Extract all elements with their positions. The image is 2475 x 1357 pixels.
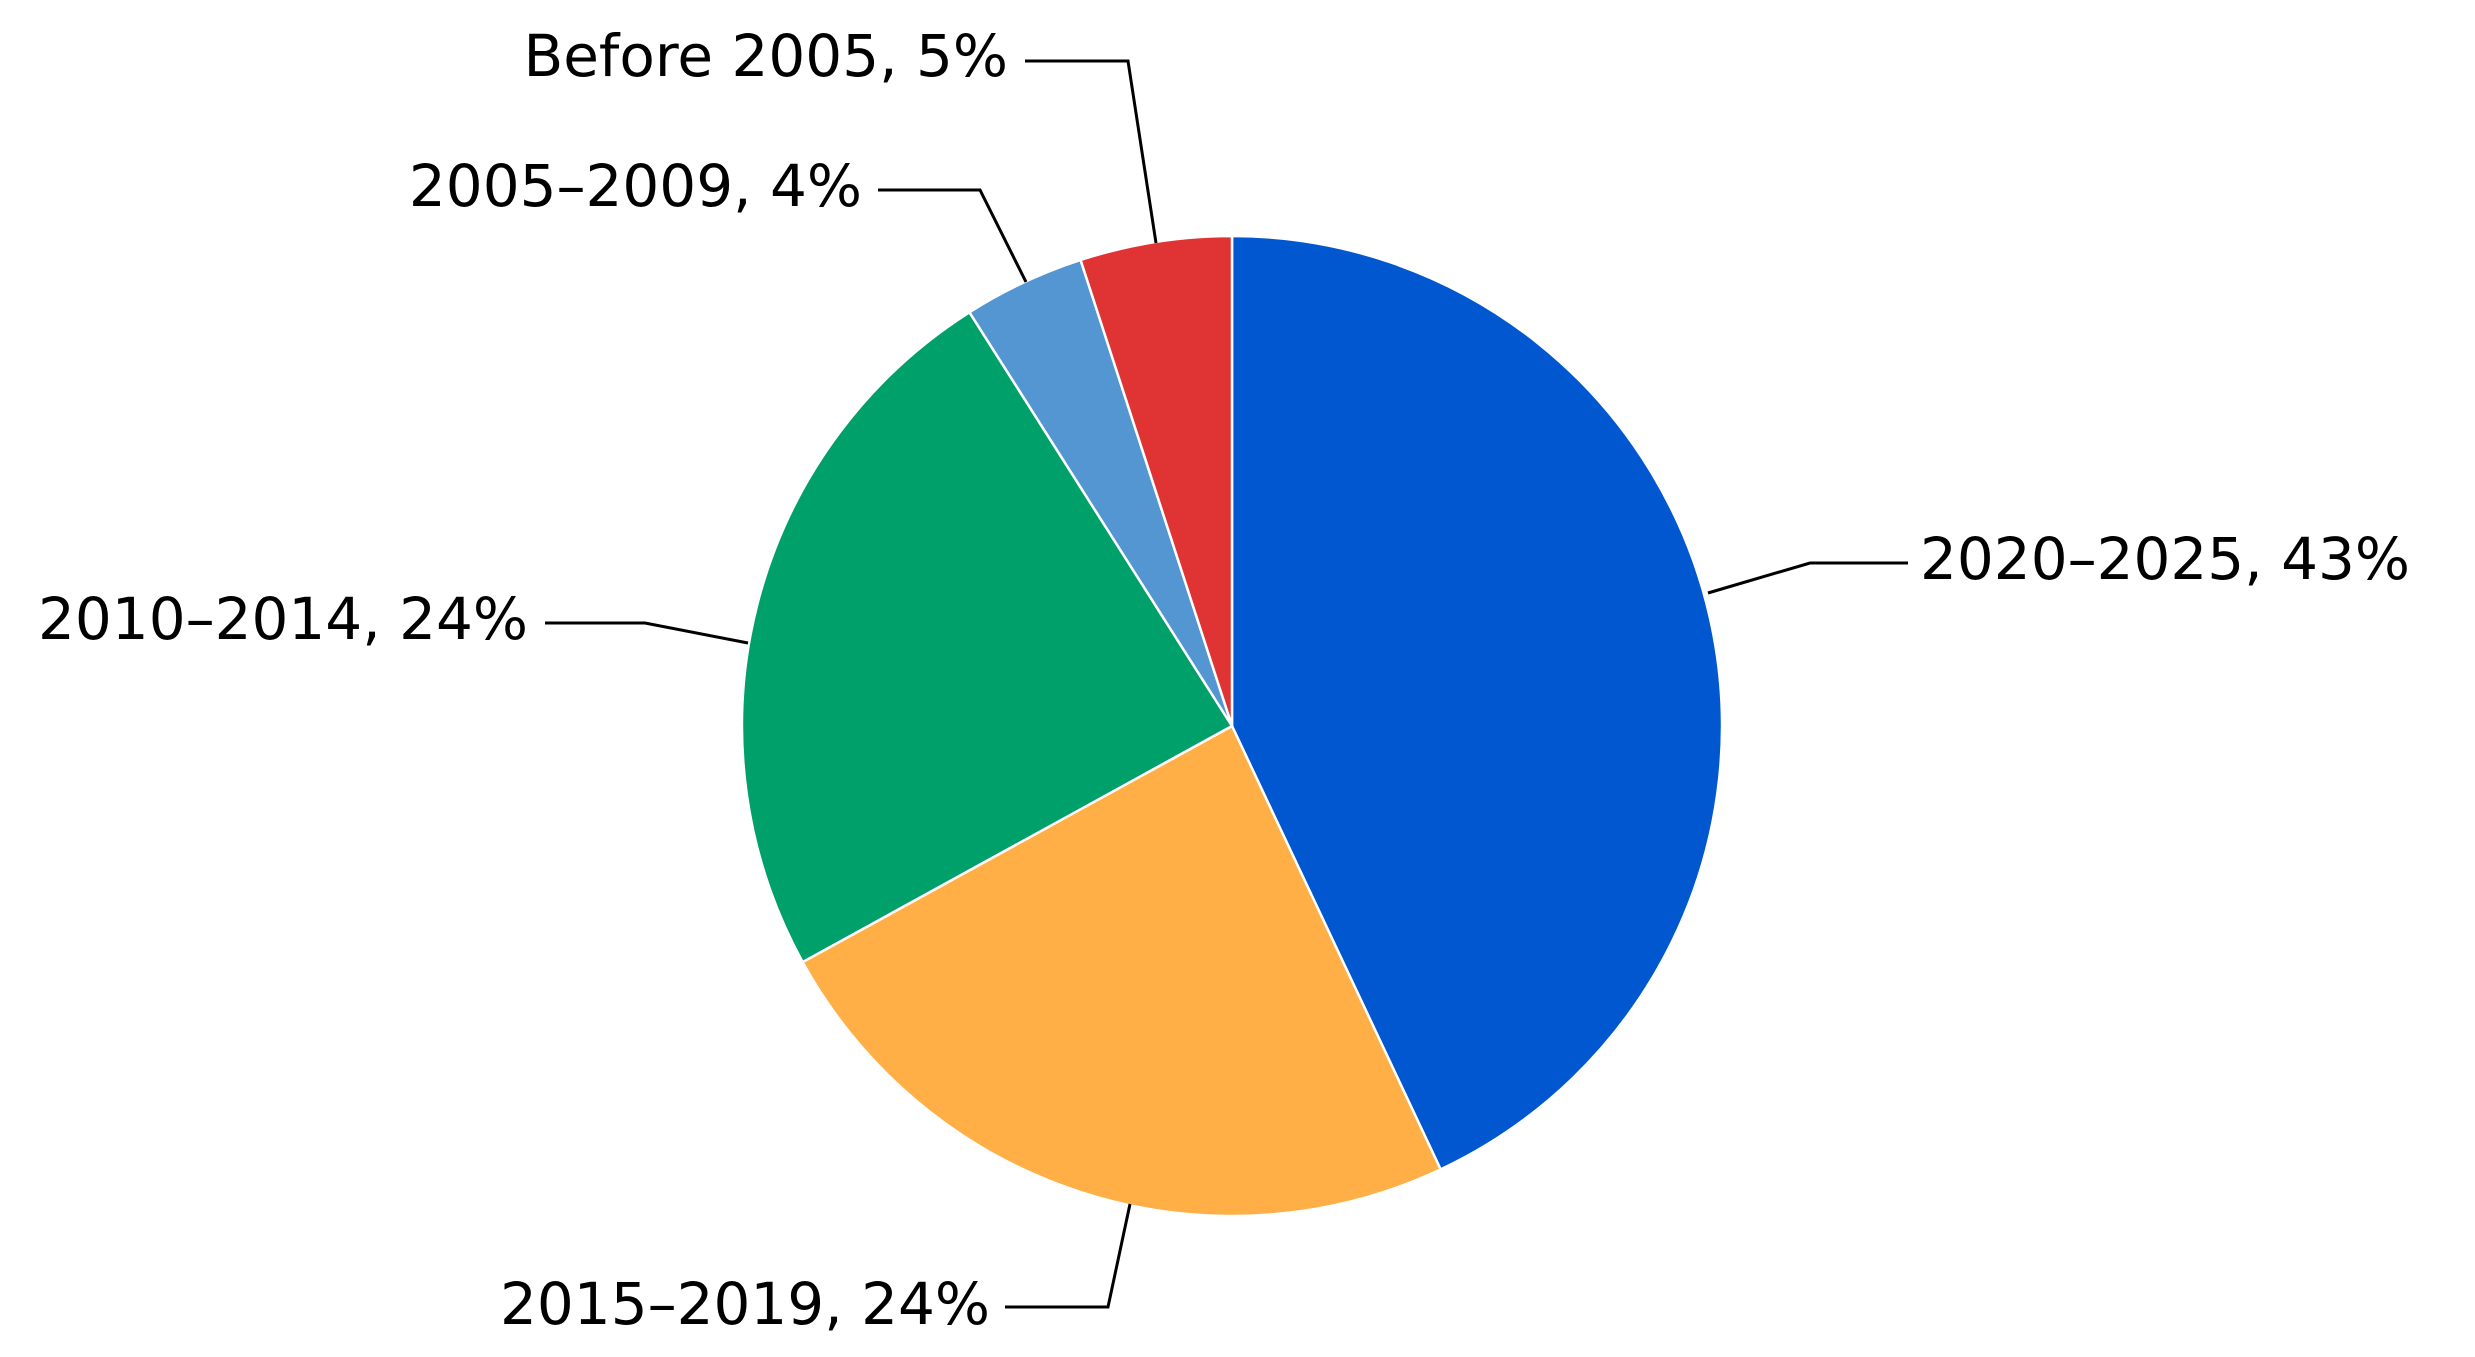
- pie-slice-2020-2025: [1230, 234, 1724, 1172]
- leader-line-2015-2019: [1005, 1203, 1132, 1309]
- slice-label-2015-2019: 2015–2019, 24%: [500, 1270, 990, 1338]
- leader-line-2010-2014: [545, 621, 749, 645]
- slice-label-2005-2009: 2005–2009, 4%: [409, 152, 862, 220]
- slice-label-before-2005: Before 2005, 5%: [523, 22, 1008, 90]
- pie-slice-2015-2019: [800, 724, 1443, 1218]
- slices-layer: [740, 234, 1724, 1218]
- leader-lines-layer: [545, 59, 1908, 1309]
- leader-line-2020-2025: [1707, 561, 1908, 595]
- leader-line-2005-2009: [878, 188, 1028, 283]
- slice-label-2020-2025: 2020–2025, 43%: [1920, 525, 2410, 593]
- labels-layer: 2020–2025, 43% 2015–2019, 24% 2010–2014, 2…: [38, 22, 2410, 1338]
- pie-slice-2010-2014: [740, 310, 1234, 964]
- leader-line-before-2005: [1025, 59, 1158, 244]
- slice-label-2010-2014: 2010–2014, 24%: [38, 585, 528, 653]
